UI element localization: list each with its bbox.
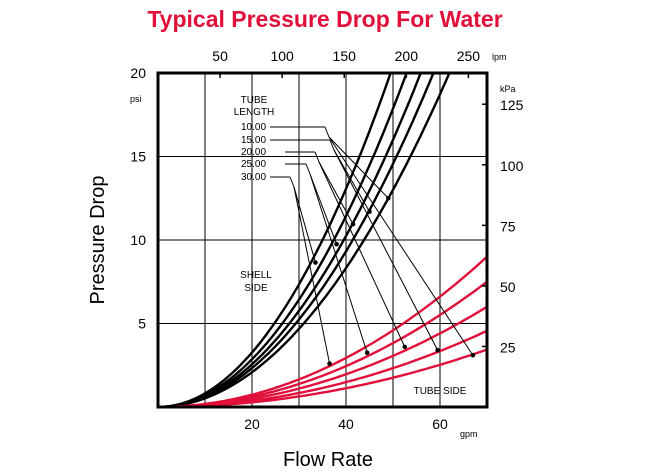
y-tick-label: 5 [138,316,146,332]
callout-dot-tube-3 [364,350,370,356]
y-tick-label: 15 [130,149,146,165]
legend-title-line-1: TUBE [241,95,268,106]
legend-entry-2: 20.00 [241,147,266,158]
x-axis-label: Flow Rate [283,449,373,471]
legend-entry-0: 10.00 [241,122,266,133]
leader-tube-1 [333,149,439,351]
x2-tick-label: 150 [333,48,357,64]
leader-fork-1 [329,139,335,151]
leader-shell-2 [318,161,354,225]
axis-ticks: 5 10 15 20 20 40 60 50 100 150 200 250 25 50 75 100 125 [130,48,523,432]
y-tick-label: 20 [130,65,146,81]
y-axis-label: Pressure Drop [87,176,109,305]
x2-tick-label: 200 [395,48,419,64]
shell-curve-4 [158,73,451,407]
chart-title: Typical Pressure Drop For Water [147,6,503,32]
legend-title-line-2: LENGTH [234,107,275,118]
leader-tube-4 [293,186,331,364]
callout-dot-tube-1 [435,347,440,353]
tube-side-label: TUBE SIDE [414,386,467,397]
leader-tube-2 [318,161,406,348]
legend-entry-1: 15.00 [241,135,266,146]
x-tick-label: 60 [432,416,448,432]
leader-tube-3 [309,173,368,353]
y2-tick-label: 50 [500,279,516,295]
y-tick-label: 10 [130,232,146,248]
shell-side-label-1: SHELL [240,270,272,281]
plot-frame [156,71,489,409]
legend-entry-3: 25.00 [241,159,266,170]
tube-curve-5 [158,255,487,407]
x-tick-label: 20 [244,416,260,432]
callout-dot-shell-1 [367,209,372,214]
x-unit-label: gpm [460,429,478,439]
x2-tick-label: 50 [212,48,228,64]
y2-tick-label: 125 [500,97,524,113]
callout-dot-shell-4 [313,260,318,265]
callout-dot-tube-4 [327,361,332,366]
callout-dot-shell-3 [334,241,339,247]
leader-fork-0 [324,126,330,138]
x-tick-label: 40 [338,416,354,432]
callout-dot-shell-2 [350,221,356,227]
leader-shell-3 [309,173,338,245]
leader-shell-0 [328,136,389,199]
y2-tick-label: 75 [500,218,516,234]
x2-unit-label: lpm [492,52,507,62]
callout-dot-tube-2 [402,344,408,350]
leader-fork-3 [305,163,311,175]
y2-tick-label: 100 [500,158,524,174]
leader-shell-1 [333,149,370,212]
x2-tick-label: 100 [270,48,294,64]
callout-dot-shell-0 [386,195,391,201]
tube-curve-9 [158,348,487,407]
leader-fork-2 [314,151,320,163]
leader-shell-4 [293,186,316,263]
y2-unit-label: kPa [500,84,516,94]
y-unit-label: psi [130,94,142,104]
leader-lines [270,126,476,366]
leader-tube-0 [328,136,474,356]
legend-entry-4: 30.00 [241,172,266,183]
y2-tick-label: 25 [500,339,516,355]
leader-fork-4 [289,176,295,188]
callout-dot-tube-0 [470,352,476,358]
x2-tick-label: 250 [457,48,481,64]
shell-side-label-2: SIDE [244,283,268,294]
